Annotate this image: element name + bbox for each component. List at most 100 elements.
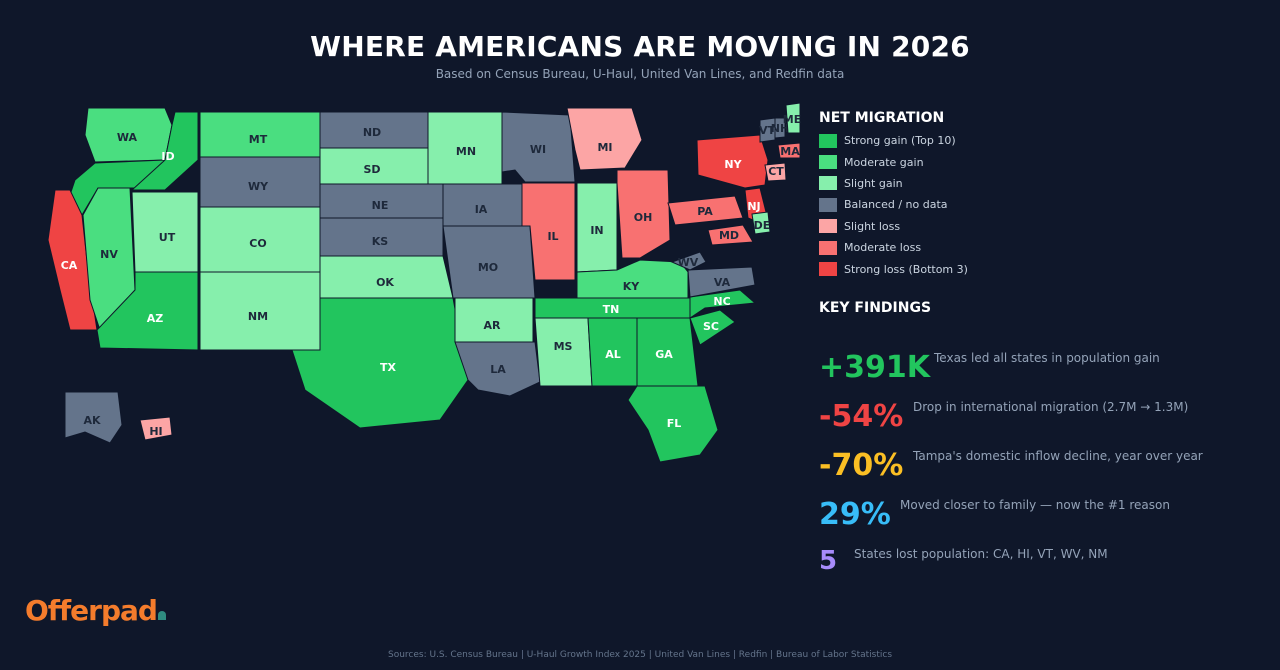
legend-label: Strong gain (Top 10) [844,134,956,148]
state-label-de: DE [754,219,771,232]
us-migration-map: WA ID CA NV UT AZ MT WY CO NM ND SD NE KS OK TX MN WI IA MO… [47,102,801,463]
finding-value: 5 [819,546,838,576]
findings-title: KEY FINDINGS [819,300,932,316]
page-title: WHERE AMERICANS ARE MOVING IN 2026 [310,30,970,63]
legend-item-moderate-gain: Moderate gain [819,151,968,172]
legend-label: Strong loss (Bottom 3) [844,262,968,276]
legend-swatch [819,155,837,170]
finding-value: 29% [819,497,891,532]
finding-text: Drop in international migration (2.7M → … [913,400,1189,414]
finding-value: -70% [819,448,904,483]
finding-text: States lost population: CA, HI, VT, WV, … [854,547,1108,561]
legend-item-slight-loss: Slight loss [819,216,968,237]
legend-swatch [819,133,837,148]
legend-label: Balanced / no data [844,198,948,212]
state-la [454,341,541,397]
state-il [521,182,576,281]
state-az [96,271,199,351]
legend-label: Moderate loss [844,241,922,255]
state-label-oh: OH [634,211,653,224]
key-findings: KEY FINDINGS +391K Texas led all states i… [819,300,1203,576]
finding-item: -54% Drop in international migration (2.7… [819,365,1188,434]
logo-text: Offerpad [25,594,158,627]
legend-label: Slight loss [844,219,901,233]
state-label-wv: WV [678,256,699,269]
state-ma [777,142,801,159]
state-label-sd: SD [363,163,380,176]
state-label-va: VA [714,276,731,289]
state-label-ky: KY [623,280,641,293]
state-label-la: LA [490,363,506,376]
state-label-ks: KS [372,235,389,248]
finding-item: -70% Tampa's domestic inflow decline, yea… [819,414,1203,483]
finding-text: Texas led all states in population gain [934,351,1160,365]
state-label-nd: ND [363,126,381,139]
finding-item: +391K Texas led all states in population … [819,316,1160,385]
state-label-fl: FL [667,417,682,430]
state-sc [689,309,736,346]
state-label-ak: AK [83,414,101,427]
legend-item-balanced: Balanced / no data [819,194,968,215]
state-nh [774,117,786,139]
state-id [130,111,199,191]
finding-text: Tampa's domestic inflow decline, year ov… [913,449,1203,463]
state-me [785,102,801,134]
state-pa [667,195,744,226]
state-oh [616,169,671,259]
legend-swatch [819,240,837,255]
state-label-ms: MS [554,340,573,353]
state-label-ny: NY [724,158,742,171]
state-label-nj: NJ [747,200,760,213]
state-label-hi: HI [149,425,162,438]
state-de [751,211,771,235]
state-label-tn: TN [603,303,620,316]
state-label-al: AL [605,348,621,361]
finding-value: -54% [819,399,904,434]
state-label-in: IN [590,224,603,237]
state-label-nm: NM [248,310,268,323]
state-label-ca: CA [61,259,78,272]
state-label-ia: IA [475,203,488,216]
legend-title: NET MIGRATION [819,110,945,126]
legend-item-strong-loss: Strong loss (Bottom 3) [819,258,968,279]
state-label-sc: SC [703,320,719,333]
state-label-me: ME [783,113,801,126]
legend-swatch [819,197,837,212]
finding-item: 5 States lost population: CA, HI, VT, WV,… [819,512,1108,576]
state-label-wa: WA [117,131,138,144]
legend-item-slight-gain: Slight gain [819,173,968,194]
state-va [687,266,756,298]
state-mi [566,107,643,171]
state-label-il: IL [547,230,558,243]
logo-house-icon [157,611,166,620]
finding-text: Moved closer to family — now the #1 reas… [900,498,1170,512]
state-label-md: MD [719,229,739,242]
state-label-nv: NV [100,248,118,261]
page-subtitle: Based on Census Bureau, U-Haul, United V… [435,67,845,81]
state-nc [689,289,757,319]
state-label-mt: MT [249,133,268,146]
state-label-ut: UT [159,231,176,244]
state-label-ct: CT [768,165,784,178]
state-label-ga: GA [655,348,673,361]
state-label-wi: WI [530,143,546,156]
state-md [707,224,754,246]
state-fl [627,385,719,463]
state-label-co: CO [249,237,266,250]
sources-footer: Sources: U.S. Census Bureau | U-Haul Gro… [387,650,893,660]
state-ct [764,162,787,182]
legend-swatch [819,176,837,191]
state-hi [139,416,173,441]
finding-value: +391K [819,350,931,385]
state-label-ma: MA [780,145,800,158]
legend-label: Moderate gain [844,155,924,169]
state-label-id: ID [161,150,174,163]
legend-label: Slight gain [844,176,903,190]
finding-item: 29% Moved closer to family — now the #1 r… [819,463,1170,532]
legend-item-strong-gain: Strong gain (Top 10) [819,130,968,151]
offerpad-logo: Offerpad [25,594,166,627]
state-label-ne: NE [372,199,389,212]
state-label-az: AZ [147,312,164,325]
state-ak [64,391,123,444]
state-label-vt: VT [759,124,776,137]
